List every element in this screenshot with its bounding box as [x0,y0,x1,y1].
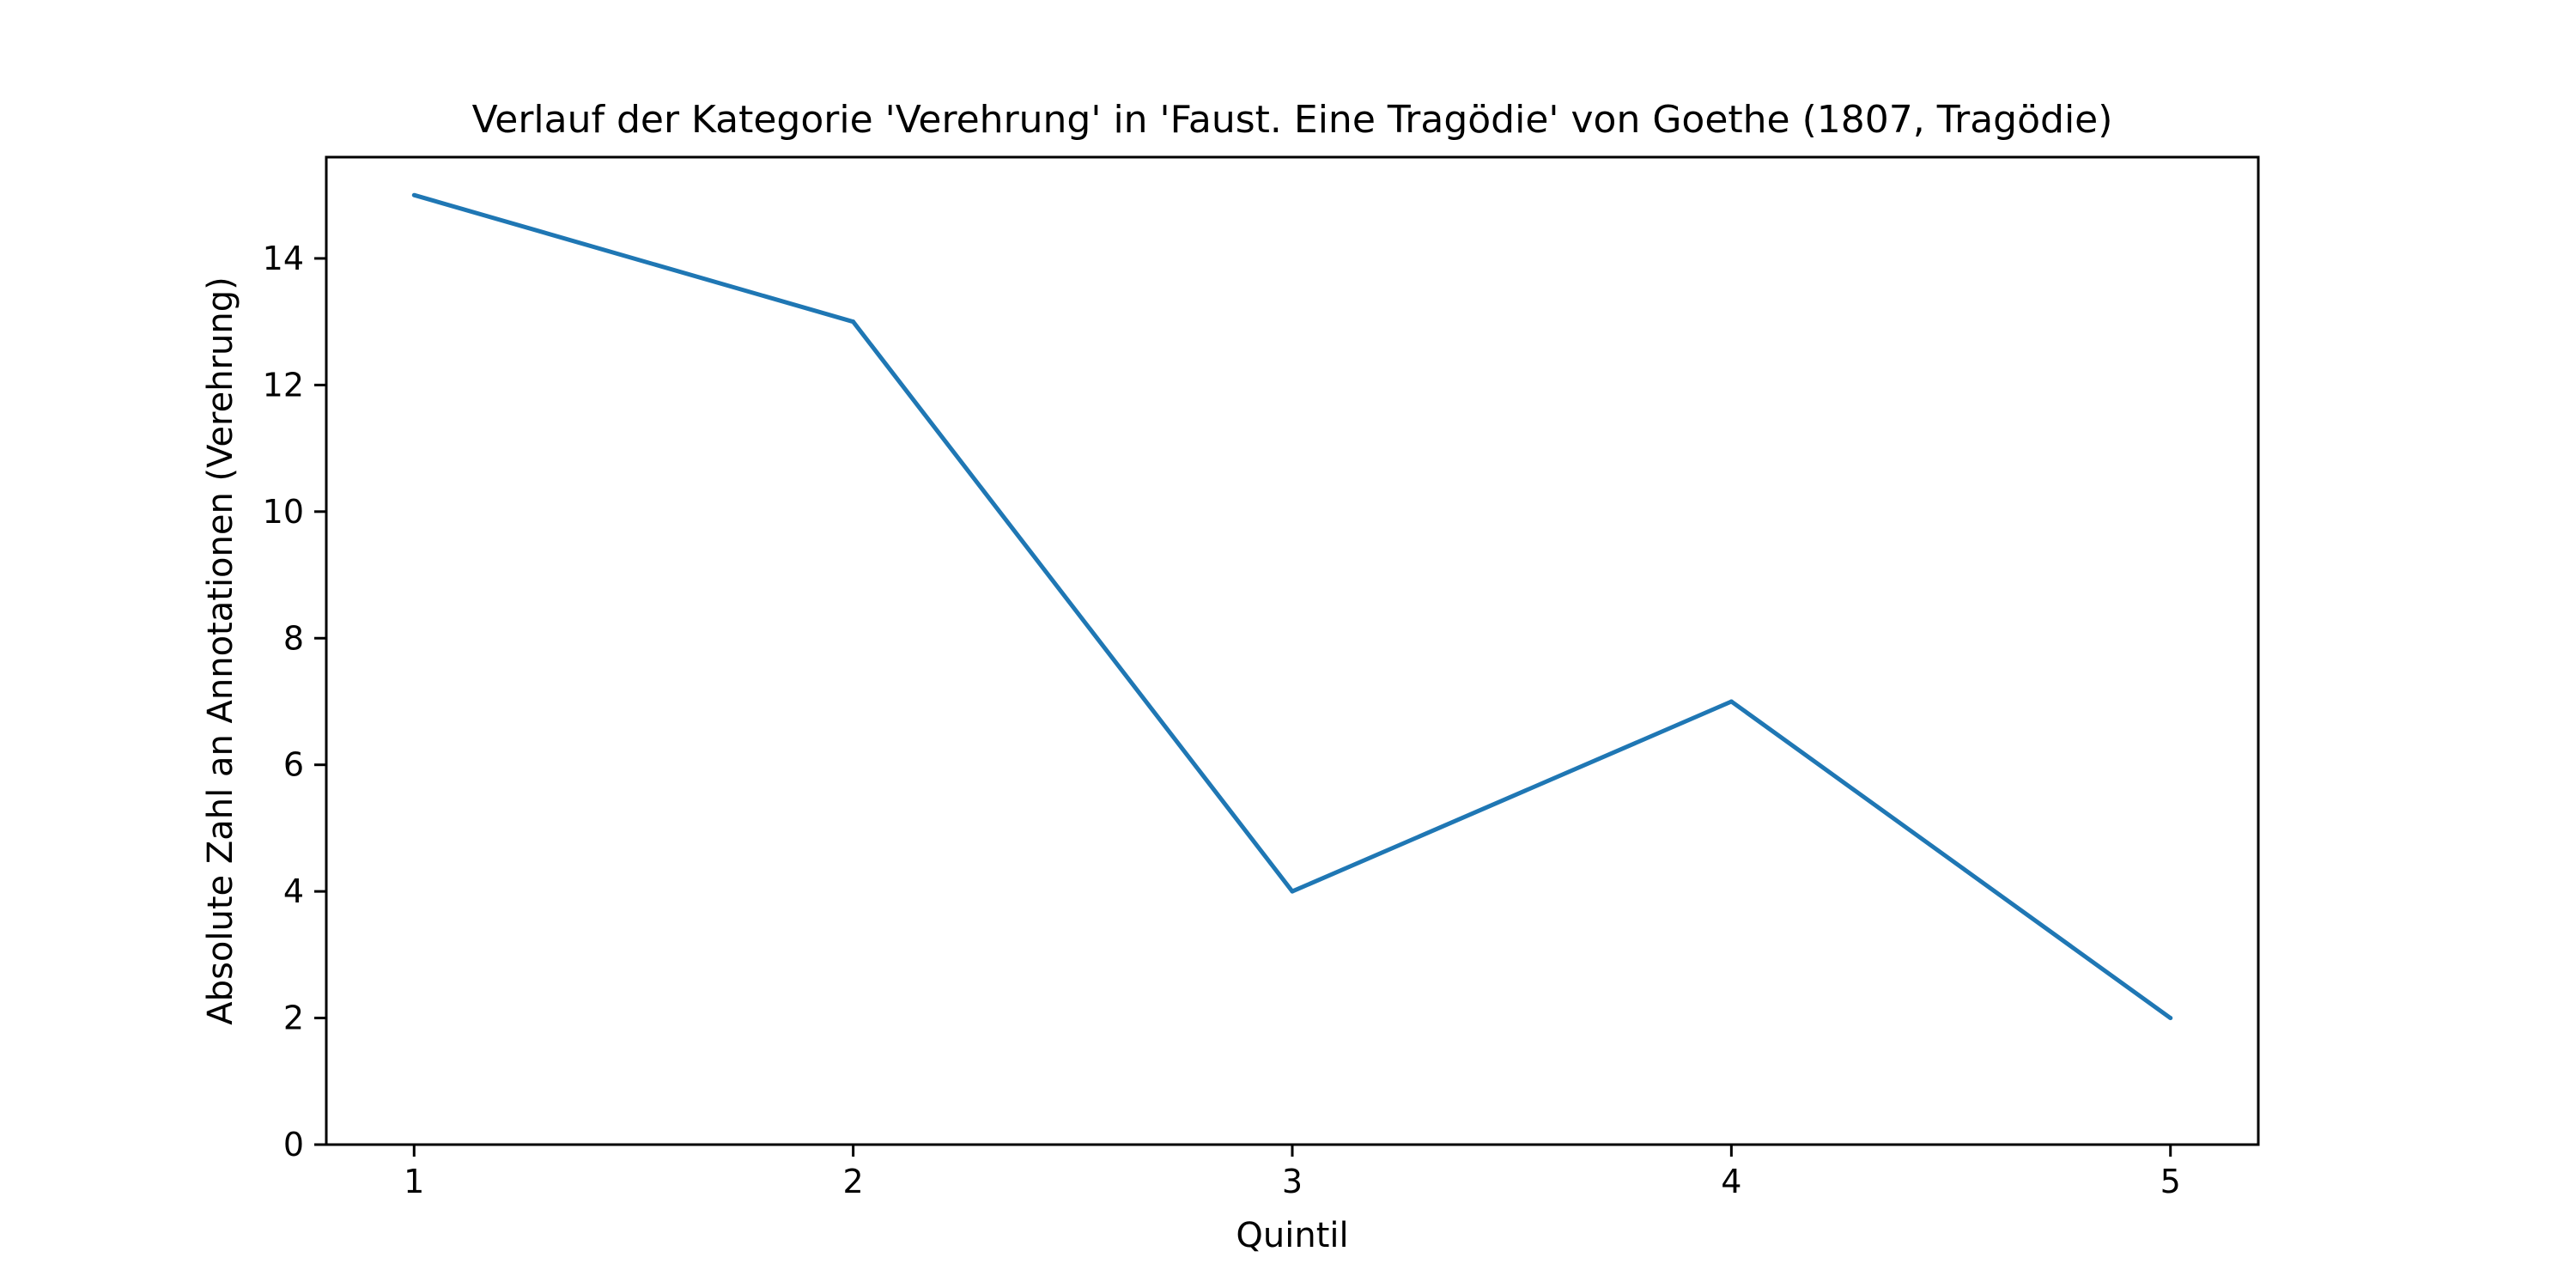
x-tick-label: 4 [1721,1163,1741,1200]
series-layer [411,192,2173,1021]
y-axis-label: Absolute Zahl an Annotationen (Verehrung… [201,276,240,1024]
data-point [1290,889,1295,894]
data-point [1728,699,1734,704]
y-tick-label: 4 [283,872,304,910]
data-point [2168,1016,2173,1021]
x-tick-label: 5 [2160,1163,2181,1200]
y-tick-label: 14 [263,240,304,277]
y-axis: 0 2 4 6 8 10 12 14 [263,240,326,1163]
y-tick-label: 8 [283,619,304,657]
y-tick-label: 12 [263,366,304,404]
x-axis: 1 2 3 4 5 [404,1145,2181,1200]
y-tick-label: 10 [263,493,304,531]
x-tick-label: 2 [843,1163,864,1200]
y-tick-label: 2 [283,999,304,1037]
data-point [411,192,416,197]
x-tick-label: 3 [1282,1163,1303,1200]
chart-title: Verlauf der Kategorie 'Verehrung' in 'Fa… [472,98,2113,142]
data-point [851,319,856,325]
x-tick-label: 1 [404,1163,424,1200]
x-axis-label: Quintil [1236,1216,1348,1255]
y-tick-label: 0 [283,1126,304,1163]
y-tick-label: 6 [283,746,304,784]
